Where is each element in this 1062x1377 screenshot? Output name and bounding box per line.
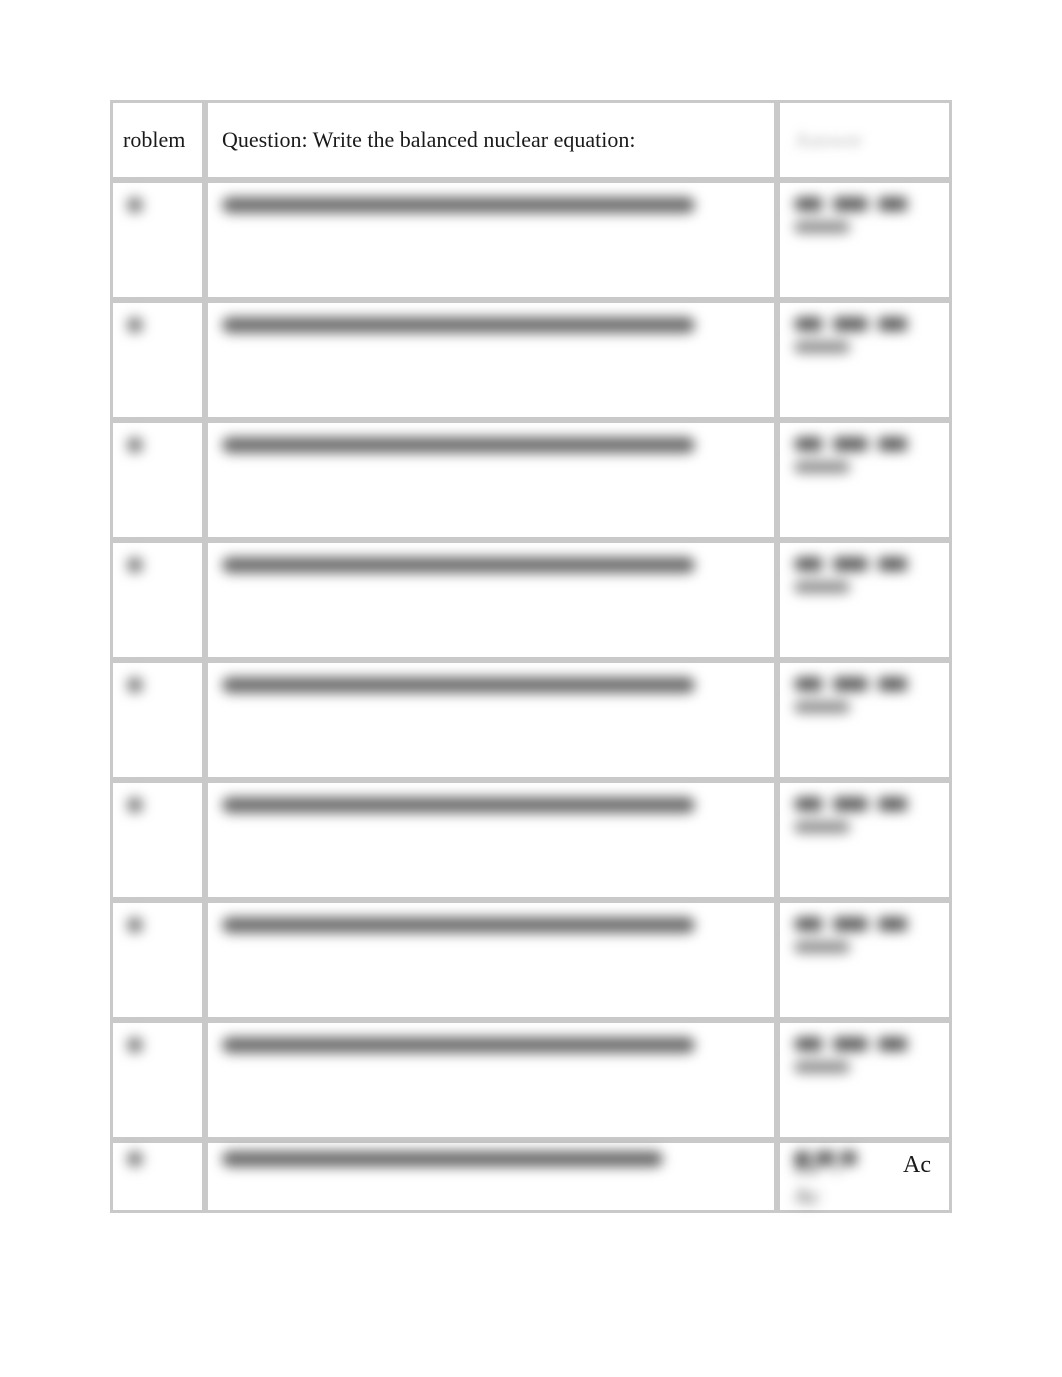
cell-answer: I → Xe + e134 134 0 [777, 300, 952, 420]
cell-index: 3 [110, 420, 205, 540]
index-text: 6 [127, 797, 143, 813]
cell-index: 7 [110, 900, 205, 1020]
answer-ac-text: Ac [903, 1149, 931, 1181]
cell-answer: I → Xe + e131 131 0 [777, 180, 952, 300]
answer-line1: Ra → Rn + He [794, 797, 935, 811]
index-text: 1 [127, 197, 143, 213]
page: roblem Question: Write the balanced nucl… [0, 0, 1062, 1377]
answer-line1: I → Xe + e [794, 197, 935, 211]
question-text: When radium-228 emits a beta particle as… [222, 1151, 663, 1167]
equations-table: roblem Question: Write the balanced nucl… [110, 100, 952, 1213]
col-header-question-label: Question: Write the balanced nuclear equ… [222, 127, 636, 152]
index-text: 7 [127, 917, 143, 933]
question-text: When iodine-131 emits a beta particle as… [222, 197, 695, 213]
cell-index: 5 [110, 660, 205, 780]
cell-index: 6 [110, 780, 205, 900]
answer-line1: Ra → Rn + He [794, 917, 935, 931]
cell-question: When radium-224 emits an alpha particle … [205, 900, 777, 1020]
cell-answer: Ra → Rn + He224 220 4 [777, 900, 952, 1020]
table-row: 2 When iodine-134 emits a beta particle … [110, 300, 952, 420]
cell-question: When samarium-146 emits a beta particle … [205, 420, 777, 540]
cell-answer: Sm → Eu + e153 153 0 [777, 660, 952, 780]
question-text: When samarium-146 emits a beta particle … [222, 437, 695, 453]
table-row: 4 When samarium-151 emits a beta particl… [110, 540, 952, 660]
index-text: 2 [127, 317, 143, 333]
index-text: 9 [127, 1151, 143, 1167]
cell-index: 8 [110, 1020, 205, 1140]
cell-question: When radium-226 emits an alpha particle … [205, 1020, 777, 1140]
index-text: 3 [127, 437, 143, 453]
answer-line1: Sm → Eu + e [794, 557, 935, 571]
question-text: When samarium-151 emits a beta particle … [222, 557, 695, 573]
cell-answer: Ra → Ac Ac [777, 1140, 952, 1213]
answer-line1: Ra → Ac [794, 1151, 872, 1165]
col-header-problem-label: roblem [123, 127, 185, 152]
table-header-row: roblem Question: Write the balanced nucl… [110, 100, 952, 180]
cell-question: When iodine-134 emits a beta particle as… [205, 300, 777, 420]
cell-index: 9 [110, 1140, 205, 1213]
question-text: When samarium-153 emits a beta particle … [222, 677, 695, 693]
cell-answer: Sm → Eu + e151 151 0 [777, 540, 952, 660]
index-text: 5 [127, 677, 143, 693]
index-text: 4 [127, 557, 143, 573]
table-row: 6 When radium-223 emits an alpha particl… [110, 780, 952, 900]
question-text: When radium-226 emits an alpha particle … [222, 1037, 695, 1053]
cell-question: When radium-223 emits an alpha particle … [205, 780, 777, 900]
table-row: 1 When iodine-131 emits a beta particle … [110, 180, 952, 300]
table-row: 7 When radium-224 emits an alpha particl… [110, 900, 952, 1020]
question-text: When iodine-134 emits a beta particle as… [222, 317, 695, 333]
cell-index: 2 [110, 300, 205, 420]
cell-answer: Sm → Eu + e146 146 0 [777, 420, 952, 540]
answer-line1: Sm → Eu + e [794, 437, 935, 451]
cell-answer: Ra → Rn + He223 219 4 [777, 780, 952, 900]
col-header-question: Question: Write the balanced nuclear equ… [205, 100, 777, 180]
answer-line1: Sm → Eu + e [794, 677, 935, 691]
question-text: When radium-223 emits an alpha particle … [222, 797, 695, 813]
cell-question: When samarium-151 emits a beta particle … [205, 540, 777, 660]
answer-line1: I → Xe + e [794, 317, 935, 331]
col-header-answer: Answer [777, 100, 952, 180]
cell-question: When samarium-153 emits a beta particle … [205, 660, 777, 780]
table-row: 5 When samarium-153 emits a beta particl… [110, 660, 952, 780]
table-row: 3 When samarium-146 emits a beta particl… [110, 420, 952, 540]
col-header-problem: roblem [110, 100, 205, 180]
cell-answer: Ra → Rn + He226 222 4 [777, 1020, 952, 1140]
col-header-answer-label: Answer [794, 125, 862, 155]
table-row: 8 When radium-226 emits an alpha particl… [110, 1020, 952, 1140]
cell-index: 1 [110, 180, 205, 300]
question-text: When radium-224 emits an alpha particle … [222, 917, 695, 933]
answer-line1: Ra → Rn + He [794, 1037, 935, 1051]
cell-question: When radium-228 emits a beta particle as… [205, 1140, 777, 1213]
cell-question: When iodine-131 emits a beta particle as… [205, 180, 777, 300]
table-row: 9 When radium-228 emits a beta particle … [110, 1140, 952, 1213]
index-text: 8 [127, 1037, 143, 1053]
table-wrapper: roblem Question: Write the balanced nucl… [110, 100, 952, 1213]
cell-index: 4 [110, 540, 205, 660]
